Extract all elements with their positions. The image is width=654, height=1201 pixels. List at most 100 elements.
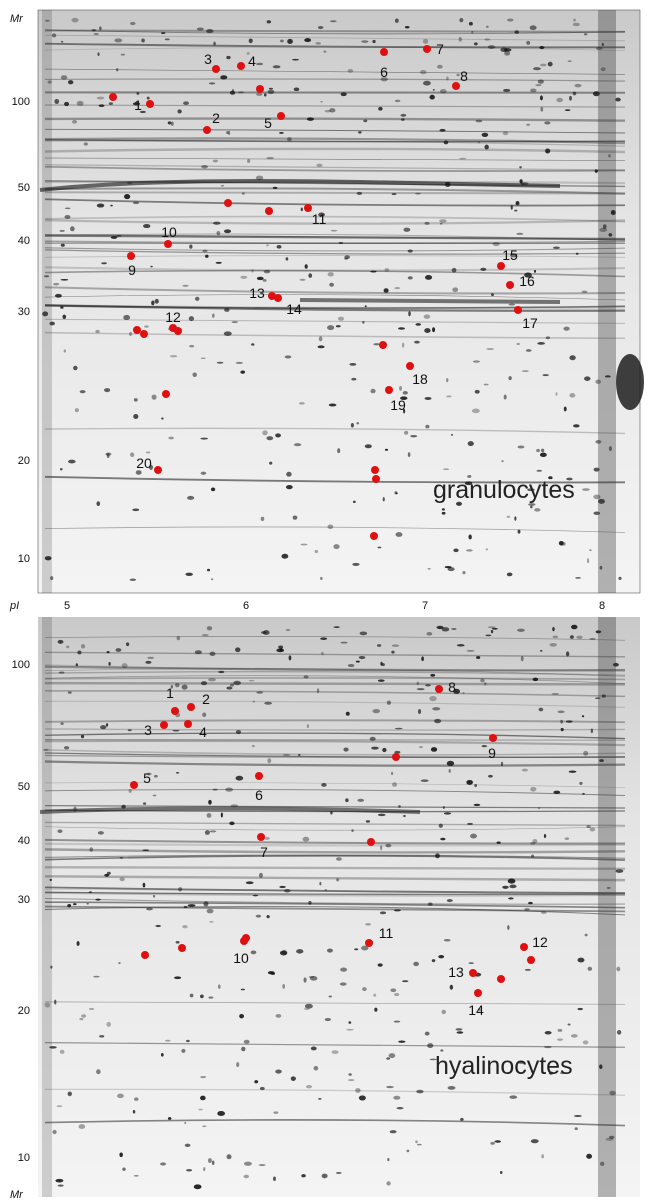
band (44, 294, 626, 301)
spot (575, 576, 581, 579)
spot (398, 804, 401, 808)
spot (226, 55, 231, 60)
spot (574, 83, 582, 88)
y-label: 100 (12, 96, 30, 108)
spot (108, 661, 111, 666)
spot (268, 87, 274, 90)
spot-label: 11 (312, 211, 327, 227)
spot (508, 897, 514, 900)
band (44, 700, 626, 708)
spot (306, 724, 310, 729)
spot (116, 68, 119, 72)
spot (49, 321, 55, 326)
spot (122, 1167, 126, 1171)
band (44, 760, 626, 767)
spot (296, 949, 304, 954)
spot (462, 692, 465, 695)
spot (582, 1040, 589, 1045)
band (44, 891, 626, 897)
spot (340, 92, 347, 97)
spot (476, 656, 481, 659)
spot (329, 282, 334, 287)
spot (464, 481, 473, 486)
spot (245, 881, 254, 885)
spot-label: 11 (379, 925, 394, 941)
spot (198, 1108, 203, 1111)
spot (392, 782, 398, 787)
spot (423, 314, 431, 319)
spot (516, 342, 520, 346)
spot (345, 711, 350, 716)
spot (200, 1075, 207, 1079)
spot (471, 30, 474, 34)
spot (323, 50, 327, 53)
spot (382, 747, 387, 753)
band (44, 219, 626, 225)
spot (441, 627, 450, 632)
spot (275, 1069, 282, 1074)
spot (300, 207, 303, 212)
spot (88, 1007, 95, 1011)
spot (324, 109, 331, 113)
spot (525, 349, 532, 352)
spot (215, 261, 222, 264)
band (44, 128, 626, 134)
spot (365, 820, 371, 823)
spot (516, 232, 524, 235)
spot (220, 75, 228, 80)
spot (258, 872, 263, 878)
spot (538, 707, 544, 712)
spot-label: 1 (166, 685, 174, 701)
red-dot (452, 82, 460, 90)
spot (263, 269, 271, 274)
spot (549, 642, 557, 647)
spot (436, 625, 444, 630)
spot (517, 445, 525, 449)
spot (439, 128, 446, 132)
band (44, 29, 626, 33)
spot (594, 169, 598, 173)
spot (475, 119, 483, 123)
spot (236, 1062, 240, 1067)
spot (396, 1107, 404, 1110)
spot-label: 4 (248, 53, 256, 69)
spot (410, 434, 418, 438)
spot (256, 93, 263, 96)
band (44, 266, 626, 272)
spot (348, 1021, 352, 1024)
spot (331, 1050, 339, 1055)
spot (117, 1093, 124, 1099)
spot (256, 62, 264, 66)
spot (393, 1020, 401, 1023)
spot (521, 768, 529, 772)
spot (386, 1085, 394, 1089)
band (44, 187, 626, 195)
spot (316, 163, 323, 167)
spot (443, 938, 451, 942)
spot (255, 175, 264, 181)
spot (328, 995, 332, 998)
red-dot (506, 281, 514, 289)
band (44, 427, 626, 435)
spot (435, 853, 440, 859)
y-label: 20 (18, 455, 30, 467)
spot (66, 645, 70, 649)
spot (336, 878, 340, 882)
spot (484, 682, 487, 686)
spot (416, 1089, 424, 1094)
spot (402, 390, 408, 395)
spot (480, 267, 487, 271)
spot (524, 908, 530, 911)
spot (250, 950, 257, 955)
spot (248, 679, 255, 682)
spot (515, 201, 520, 206)
spot-label: 17 (522, 315, 538, 331)
spot (263, 93, 267, 97)
spot (608, 446, 612, 452)
spot (439, 88, 447, 94)
spot (530, 841, 536, 845)
y-label: 100 (12, 659, 30, 671)
spot (470, 833, 477, 839)
spot (492, 242, 500, 247)
spot (202, 249, 208, 253)
